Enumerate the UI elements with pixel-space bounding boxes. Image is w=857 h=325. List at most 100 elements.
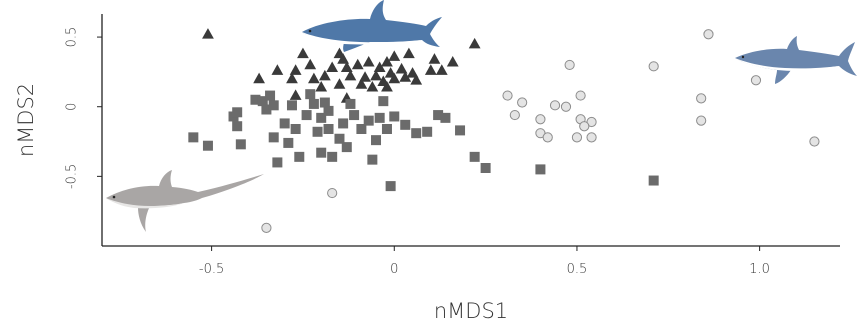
square-point [341, 142, 352, 153]
circle-point [571, 132, 583, 143]
square-point [323, 124, 334, 134]
triangle-point [308, 72, 320, 84]
triangle-point [428, 53, 441, 64]
square-point [294, 151, 305, 162]
x-tick-label: -0.5 [199, 262, 224, 277]
mako-shark-icon [735, 36, 857, 84]
square-point [268, 100, 279, 111]
square-point [305, 89, 316, 100]
square-point [308, 98, 319, 109]
circle-point [549, 100, 561, 111]
circle-point [696, 93, 707, 104]
y-axis-title: nMDS2 [14, 83, 38, 157]
circle-point [261, 222, 272, 233]
triangle-point [410, 74, 423, 85]
circle-point [586, 132, 597, 143]
square-point [422, 126, 433, 137]
triangle-point [297, 47, 309, 59]
triangle-point [351, 58, 364, 70]
y-tick-label: 0.5 [65, 27, 80, 48]
square-point [250, 94, 261, 105]
square-point [535, 164, 546, 175]
square-point [349, 110, 360, 121]
circle-point [509, 109, 520, 121]
square-point [188, 132, 199, 143]
square-point [374, 112, 385, 123]
square-point [648, 175, 659, 186]
square-point [440, 112, 451, 123]
square-point [363, 115, 374, 126]
x-tick-label: 1.0 [749, 262, 770, 277]
square-point [316, 112, 327, 123]
triangle-point [381, 55, 393, 67]
triangle-point [304, 58, 317, 70]
square-point [265, 90, 276, 101]
triangle-point [355, 78, 368, 89]
circle-point [564, 59, 575, 71]
data-points [188, 28, 820, 233]
triangle-point [424, 64, 437, 75]
triangle-point [271, 64, 284, 75]
square-point [257, 96, 268, 107]
circle-point [575, 90, 586, 101]
square-point [202, 140, 213, 151]
circle-point [809, 136, 820, 147]
circle-point [502, 90, 513, 101]
square-point [272, 157, 283, 168]
y-tick-label: -0.5 [65, 164, 80, 189]
square-point [283, 137, 294, 148]
triangle-point [395, 62, 408, 74]
y-tick-label: 0 [65, 103, 80, 111]
circle-point [535, 114, 546, 125]
triangle-point [399, 71, 412, 82]
triangle-point [315, 81, 328, 92]
square-point [469, 151, 480, 162]
x-axis-title: nMDS1 [434, 299, 508, 323]
square-point [381, 124, 392, 134]
square-point [480, 163, 491, 173]
x-tick-label: 0.5 [567, 262, 588, 277]
square-point [316, 147, 327, 158]
square-point [378, 96, 389, 107]
axis-labels: nMDS1 nMDS2 [14, 83, 508, 323]
circle-point [579, 121, 590, 132]
circle-point [750, 75, 762, 86]
square-point [433, 110, 444, 121]
triangle-point [388, 72, 401, 84]
triangle-point [359, 71, 371, 82]
triangle-point [202, 28, 214, 39]
circle-point [703, 29, 714, 40]
square-point [367, 154, 378, 165]
triangle-point [340, 61, 353, 73]
square-point [232, 121, 243, 132]
triangle-point [373, 61, 386, 73]
circle-point [542, 132, 553, 143]
triangle-point [286, 72, 298, 84]
square-point [312, 126, 323, 137]
circle-point [517, 97, 528, 108]
triangle-point [388, 50, 401, 61]
circle-point [696, 115, 707, 126]
square-point [268, 132, 279, 143]
triangle-point [468, 37, 481, 49]
triangle-point [333, 78, 346, 89]
triangle-point [337, 53, 350, 64]
square-point [232, 107, 243, 118]
square-point [389, 111, 400, 122]
triangle-point [362, 55, 375, 67]
triangle-point [406, 67, 419, 78]
triangle-point [289, 89, 302, 100]
square-point [356, 124, 367, 134]
circle-point [327, 187, 338, 199]
square-point [455, 125, 466, 136]
circle-point [560, 101, 572, 112]
triangle-point [381, 81, 393, 92]
square-point [301, 110, 312, 121]
square-point [400, 119, 411, 130]
triangle-point [318, 69, 331, 81]
square-point [290, 124, 301, 134]
triangle-point [326, 61, 339, 73]
square-point [261, 104, 272, 115]
square-point [338, 118, 349, 129]
